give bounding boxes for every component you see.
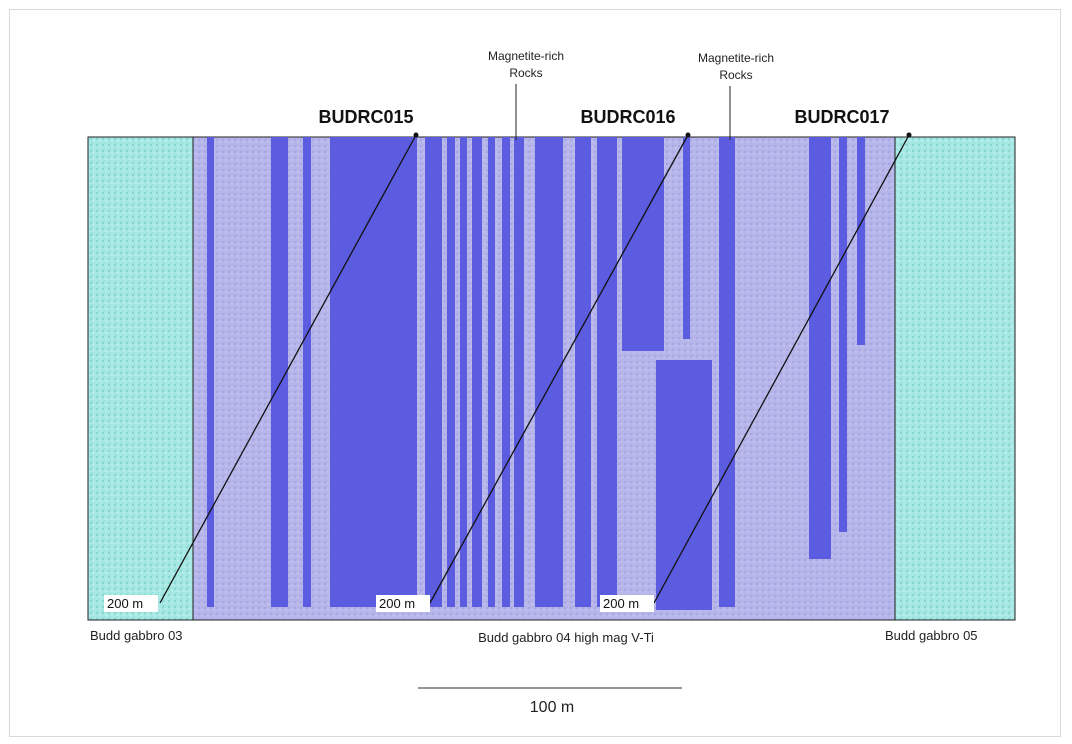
drillhole-trace-budrc016 <box>429 134 689 604</box>
magnetite-band <box>330 137 417 607</box>
unit-label-gabbro-04: Budd gabbro 04 high mag V-Ti <box>478 630 654 645</box>
magnetite-band <box>447 137 455 607</box>
gabbro-03-block <box>87 136 194 621</box>
magnetite-band <box>303 137 311 607</box>
depth-label-budrc016: 200 m <box>379 596 415 611</box>
drillhole-collar-budrc015 <box>413 132 419 138</box>
magnetite-annotation-2-line1: Magnetite-rich <box>698 51 774 65</box>
drillhole-trace-budrc017 <box>653 134 910 604</box>
depth-label-budrc015: 200 m <box>107 596 143 611</box>
drillhole-collar-budrc017 <box>906 132 912 138</box>
unit-label-gabbro-03: Budd gabbro 03 <box>90 628 183 643</box>
gabbro-05-block <box>894 136 1016 621</box>
magnetite-band <box>622 137 664 351</box>
magnetite-band <box>857 137 865 345</box>
magnetite-band <box>839 137 847 532</box>
depth-label-budrc017: 200 m <box>603 596 639 611</box>
drillhole-title-budrc016: BUDRC016 <box>580 107 675 127</box>
magnetite-band <box>719 137 735 607</box>
drillhole-trace-budrc015 <box>159 134 417 604</box>
magnetite-band <box>575 137 591 607</box>
magnetite-band <box>809 137 831 559</box>
magnetite-band <box>597 137 617 607</box>
magnetite-band <box>683 137 690 339</box>
magnetite-band <box>460 137 467 607</box>
depth-label-bg <box>104 595 158 612</box>
magnetite-band <box>514 137 524 607</box>
magnetite-band <box>488 137 495 607</box>
magnetite-band <box>535 137 563 607</box>
magnetite-annotation-2-line2: Rocks <box>719 68 752 82</box>
magnetite-annotation-1-line2: Rocks <box>509 66 542 80</box>
magnetite-band <box>656 360 712 610</box>
unit-label-gabbro-05: Budd gabbro 05 <box>885 628 978 643</box>
magnetite-band <box>472 137 482 607</box>
drillhole-collar-budrc016 <box>685 132 691 138</box>
magnetite-band <box>207 137 214 607</box>
depth-label-bg <box>376 595 430 612</box>
drillhole-title-budrc017: BUDRC017 <box>794 107 889 127</box>
drillhole-title-budrc015: BUDRC015 <box>318 107 413 127</box>
magnetite-bands <box>207 137 865 610</box>
depth-label-bg <box>600 595 654 612</box>
scale-bar-label: 100 m <box>530 699 574 716</box>
magnetite-band <box>271 137 288 607</box>
magnetite-band <box>502 137 510 607</box>
magnetite-annotation-1-line1: Magnetite-rich <box>488 49 564 63</box>
magnetite-band <box>425 137 442 607</box>
